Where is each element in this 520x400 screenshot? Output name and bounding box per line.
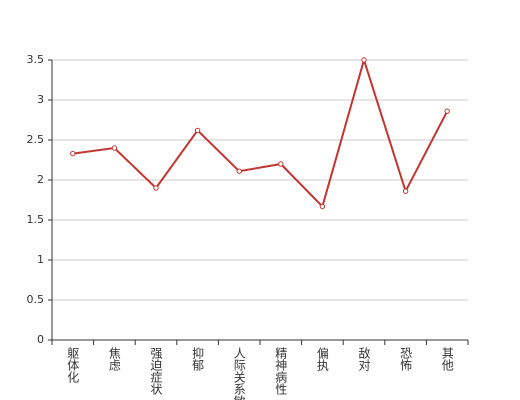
y-tick-label: 3: [37, 93, 44, 106]
x-tick-label: 躯体化: [66, 346, 80, 384]
point: [319, 203, 326, 210]
point: [153, 185, 159, 191]
x-tick-label: 焦虑: [107, 347, 121, 371]
x-tick-label: 人际关系敏感: [232, 347, 246, 400]
point: [236, 168, 242, 174]
y-tick-label: 2: [37, 173, 44, 186]
y-tick-label: 3.5: [27, 53, 45, 66]
x-tick-label: 偏执: [315, 346, 329, 372]
point: [194, 127, 201, 134]
y-tick-label: 2.5: [27, 133, 45, 146]
point: [70, 150, 76, 157]
line: [72, 56, 449, 209]
point: [402, 188, 409, 194]
y-tick-label: 0: [37, 333, 44, 346]
x-tick-label: 恐怖: [399, 347, 413, 371]
x-tick-label: 精神病性: [274, 347, 288, 396]
x-tick-label: 抑郁: [191, 346, 205, 372]
y-tick-label: 0.5: [27, 293, 45, 306]
point: [111, 145, 118, 151]
x-tick-label: 敌对: [357, 346, 371, 371]
x-tick-label: 其他: [440, 347, 454, 371]
x-tick-label: 强迫症状: [149, 347, 163, 395]
point: [361, 57, 367, 63]
point: [444, 108, 450, 114]
y-tick-label: 1: [37, 253, 44, 266]
y-tick-label: 1.5: [27, 213, 45, 226]
point: [278, 161, 284, 167]
